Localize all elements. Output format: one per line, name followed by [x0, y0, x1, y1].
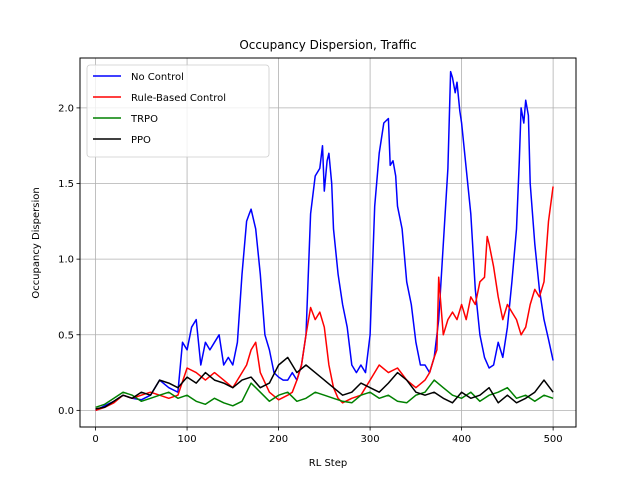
- series-line-ppo: [95, 356, 554, 410]
- series-line-no-control: [95, 70, 554, 412]
- plot-frame: [79, 57, 577, 428]
- x-tick-label: 300: [361, 434, 380, 445]
- legend-label: Rule-Based Control: [131, 93, 226, 104]
- y-tick-label: 1.0: [58, 255, 74, 266]
- x-tick-label: 0: [92, 434, 98, 445]
- x-axis-label: RL Step: [309, 458, 347, 469]
- series-line-trpo: [95, 379, 554, 409]
- legend: No Control Rule-Based Control TRPO PPO: [86, 64, 270, 158]
- legend-label: No Control: [131, 72, 184, 83]
- y-tick-label: 1.5: [58, 179, 74, 190]
- x-tick-label: 200: [269, 434, 288, 445]
- legend-label: TRPO: [130, 114, 158, 125]
- x-axis: 0 100 200 300 400 500: [92, 427, 563, 445]
- y-axis-label: Occupancy Dispersion: [31, 187, 42, 298]
- grid: [80, 58, 576, 427]
- chart-title: Occupancy Dispersion, Traffic: [239, 38, 416, 52]
- y-tick-label: 0.5: [58, 330, 74, 341]
- y-tick-label: 0.0: [58, 406, 74, 417]
- x-tick-label: 100: [178, 434, 197, 445]
- y-axis: 0.0 0.5 1.0 1.5 2.0: [58, 103, 80, 417]
- x-tick-label: 400: [452, 434, 471, 445]
- y-tick-label: 2.0: [58, 103, 74, 114]
- x-tick-label: 500: [544, 434, 563, 445]
- legend-label: PPO: [131, 135, 151, 146]
- legend-box: [86, 64, 270, 158]
- series-layer: [95, 70, 554, 412]
